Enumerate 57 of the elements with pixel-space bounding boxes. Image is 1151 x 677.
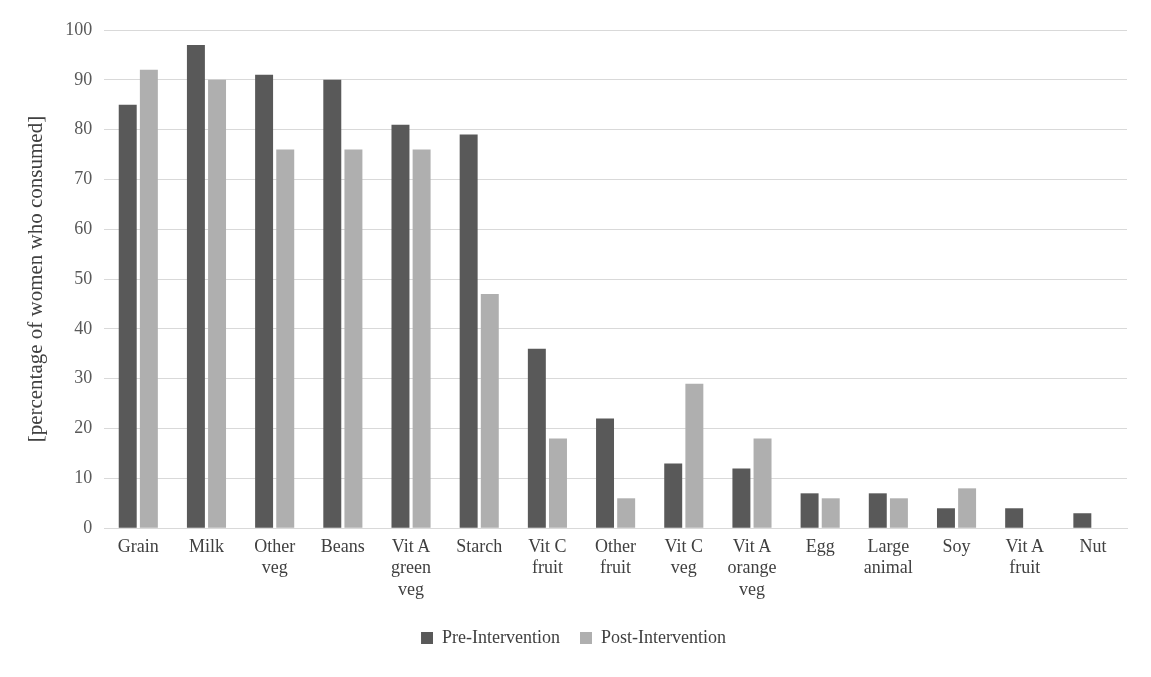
bar [391, 124, 410, 528]
y-tick-label: 40 [74, 317, 93, 338]
legend-label: Post-Intervention [600, 626, 726, 647]
bar [617, 498, 636, 528]
bar [208, 79, 227, 528]
bar [412, 149, 431, 528]
y-tick-label: 0 [83, 516, 93, 537]
y-tick-label: 50 [74, 267, 93, 288]
y-tick-label: 80 [74, 118, 93, 139]
bar [1073, 513, 1092, 528]
bar [732, 468, 751, 528]
bar [255, 74, 274, 528]
bar [958, 488, 977, 528]
x-tick-label: Nut [1079, 535, 1107, 556]
x-tick-label: Starch [456, 535, 503, 556]
bar [664, 463, 683, 528]
x-tick-label: Vit A fruit [1005, 535, 1044, 578]
bar [323, 79, 342, 528]
y-tick-label: 20 [74, 417, 93, 438]
bar [1005, 508, 1024, 528]
y-tick-label: 30 [74, 367, 93, 388]
x-tick-label: Vit C fruit [528, 535, 567, 578]
bar [868, 493, 887, 528]
y-tick-label: 70 [74, 168, 93, 189]
x-tick-label: Vit A green veg [391, 535, 432, 599]
x-tick-label: Vit A orange veg [727, 535, 777, 599]
x-tick-label: Other fruit [595, 535, 637, 578]
bar [480, 294, 499, 528]
x-tick-label: Grain [117, 535, 159, 556]
y-tick-label: 90 [74, 68, 93, 89]
bar [685, 383, 704, 528]
x-tick-label: Other veg [254, 535, 296, 578]
bar [800, 493, 819, 528]
bar [821, 498, 840, 528]
bar [459, 134, 478, 528]
bar [889, 498, 908, 528]
bar [276, 149, 295, 528]
y-tick-label: 100 [65, 18, 93, 39]
x-tick-label: Beans [320, 535, 365, 556]
bar [527, 348, 546, 528]
bar [118, 104, 137, 528]
bar [936, 508, 955, 528]
bar [549, 438, 567, 528]
bar [753, 438, 772, 528]
y-tick-label: 10 [74, 467, 93, 488]
legend-label: Pre-Intervention [442, 626, 560, 647]
y-tick-label: 60 [74, 218, 93, 239]
x-tick-label: Large animal [863, 535, 913, 578]
bar [139, 69, 158, 528]
y-axis-title: [percentage of women who consumed] [23, 115, 48, 443]
x-tick-label: Milk [188, 535, 224, 556]
x-tick-label: Soy [942, 535, 971, 556]
bar [596, 418, 615, 528]
bar [344, 149, 363, 528]
x-tick-label: Egg [805, 535, 835, 556]
bar [186, 44, 205, 528]
x-tick-label: Vit C veg [664, 535, 704, 578]
